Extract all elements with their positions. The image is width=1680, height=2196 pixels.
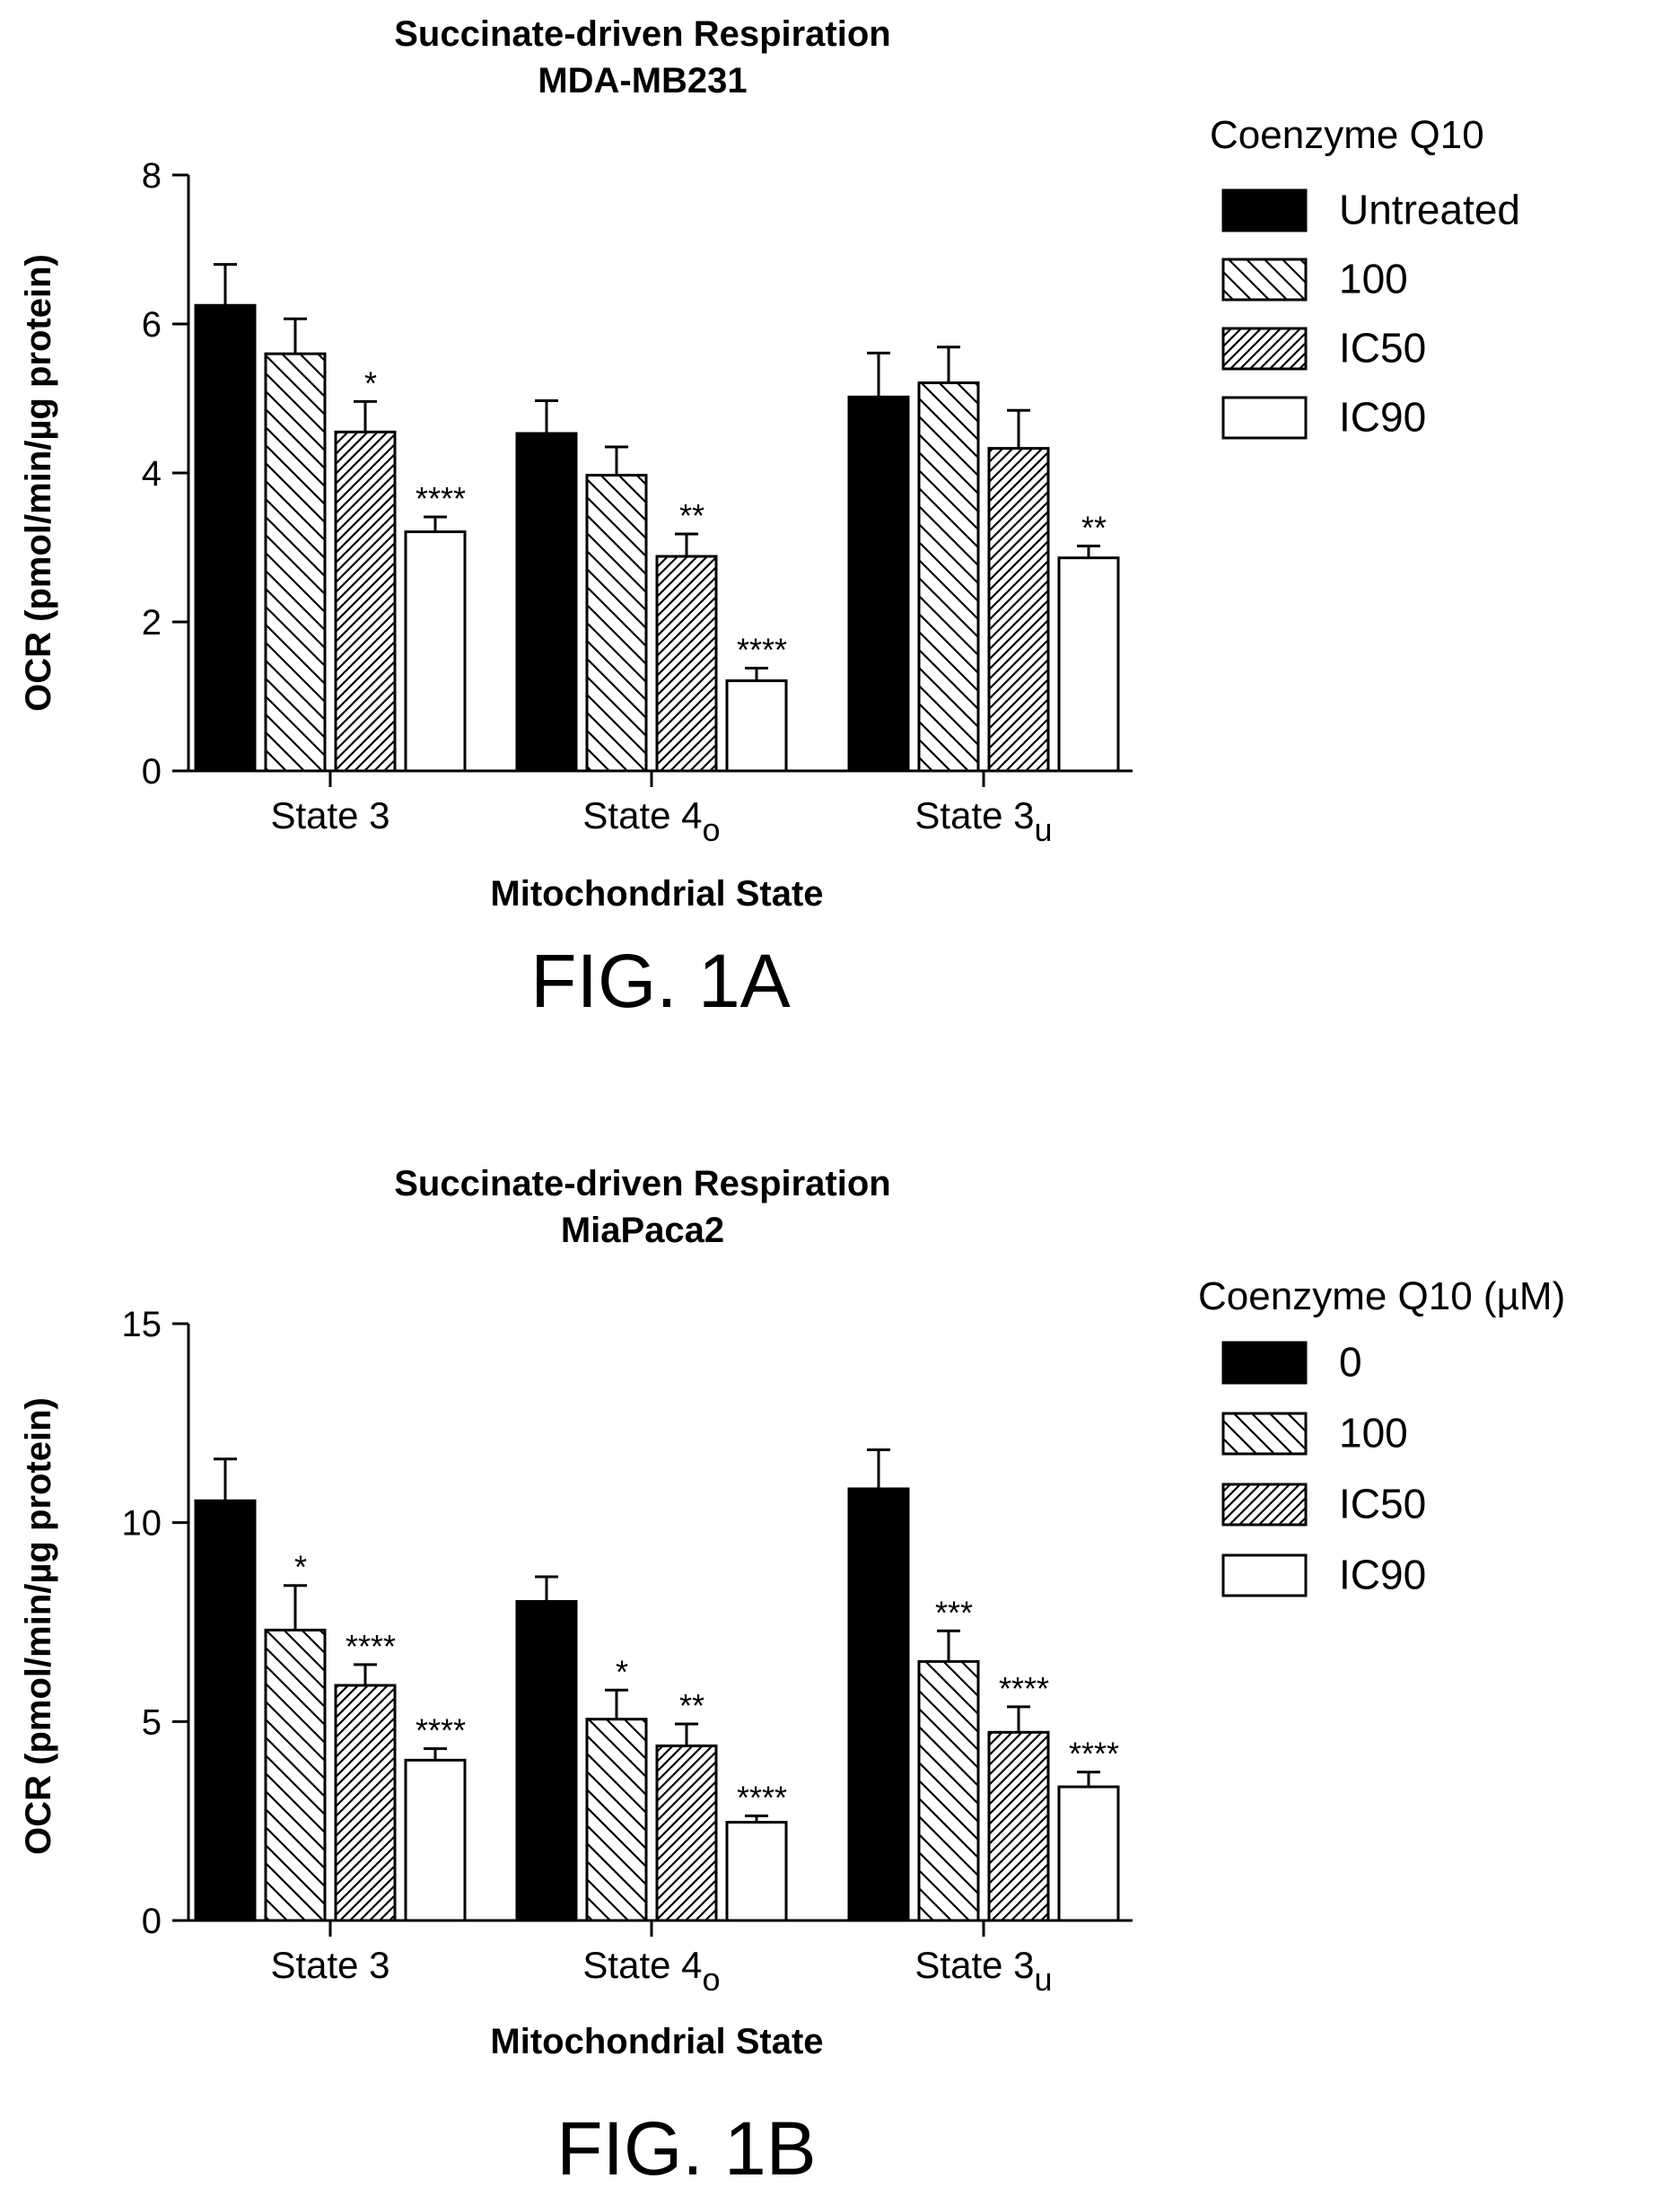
bar <box>334 1684 397 1922</box>
legend-label: Untreated <box>1339 187 1520 233</box>
significance-marker: **** <box>416 1711 466 1748</box>
bar <box>655 555 718 773</box>
legend-swatch <box>1221 396 1308 440</box>
significance-marker: ** <box>1081 509 1107 546</box>
bar <box>404 1758 467 1922</box>
bar <box>847 1487 910 1922</box>
bar <box>1057 1785 1120 1922</box>
bar <box>655 1744 718 1922</box>
bar <box>987 1730 1050 1922</box>
bar <box>725 679 788 773</box>
significance-marker: * <box>616 1653 628 1690</box>
legend-title: Coenzyme Q10 (µM) <box>1198 1274 1565 1318</box>
chart-1b: Succinate-driven Respiration MiaPaca2 OC… <box>19 1164 1565 2191</box>
chart-subtitle: MDA-MB231 <box>538 61 747 101</box>
bar <box>725 1820 788 1922</box>
bar <box>194 1499 257 1922</box>
legend-swatch <box>1221 327 1308 371</box>
significance-marker: **** <box>346 1628 396 1665</box>
legend-label: 100 <box>1339 256 1408 302</box>
bar <box>987 447 1050 773</box>
significance-marker: * <box>294 1549 307 1586</box>
chart-title: Succinate-driven Respiration <box>394 1164 890 1203</box>
significance-marker: ** <box>679 497 704 534</box>
bar <box>515 1599 578 1922</box>
legend-label: 100 <box>1339 1410 1408 1457</box>
y-tick-label: 4 <box>142 454 162 494</box>
bar <box>585 473 648 773</box>
y-tick-label: 15 <box>122 1305 162 1344</box>
bar <box>917 1659 980 1922</box>
significance-marker: **** <box>416 480 466 517</box>
significance-marker: ** <box>679 1687 704 1724</box>
legend-swatch <box>1221 1412 1308 1456</box>
x-tick-label: State 4o <box>582 1944 720 1998</box>
legend-label: IC90 <box>1339 1552 1426 1598</box>
x-tick-label: State 3 <box>270 1944 389 1986</box>
x-tick-label: State 3 <box>270 794 389 836</box>
y-tick-label: 2 <box>142 603 162 643</box>
legend: 0 100 IC50 IC90 <box>1221 1339 1426 1598</box>
significance-marker: * <box>364 364 377 401</box>
x-axis-label: Mitochondrial State <box>490 2022 823 2061</box>
bar <box>334 430 397 773</box>
legend-swatch <box>1221 1553 1308 1597</box>
legend-swatch <box>1221 188 1308 232</box>
y-tick-label: 10 <box>122 1504 162 1544</box>
x-tick-label: State 4o <box>582 794 720 848</box>
bar <box>1057 556 1120 773</box>
chart-1a: Succinate-driven Respiration MDA-MB231 O… <box>19 14 1520 1023</box>
bar <box>515 432 578 773</box>
legend-label: IC50 <box>1339 325 1426 372</box>
chart-subtitle: MiaPaca2 <box>561 1211 724 1250</box>
legend-title: Coenzyme Q10 <box>1210 113 1484 157</box>
x-tick-label: State 3u <box>914 1944 1052 1998</box>
figure-label: FIG. 1B <box>556 2106 816 2191</box>
bar <box>194 303 257 773</box>
bar <box>847 395 910 773</box>
bar <box>264 1628 327 1922</box>
legend-swatch <box>1221 258 1308 302</box>
legend-swatch <box>1221 1341 1308 1385</box>
y-axis-label: OCR (pmol/min/µg protein) <box>19 254 58 712</box>
significance-marker: **** <box>737 1779 787 1815</box>
significance-marker: **** <box>1069 1736 1119 1772</box>
y-tick-label: 0 <box>142 1902 162 1941</box>
significance-marker: **** <box>999 1670 1049 1707</box>
legend: Untreated 100 IC50 IC90 <box>1221 187 1520 441</box>
legend-label: 0 <box>1339 1339 1362 1386</box>
y-tick-label: 6 <box>142 305 162 345</box>
y-tick-label: 5 <box>142 1702 162 1742</box>
bar <box>585 1718 648 1922</box>
legend-label: IC90 <box>1339 394 1426 441</box>
bar <box>264 352 327 773</box>
bar <box>917 381 980 773</box>
legend-label: IC50 <box>1339 1481 1426 1527</box>
x-axis-label: Mitochondrial State <box>490 874 823 914</box>
legend-swatch <box>1221 1483 1308 1527</box>
x-tick-label: State 3u <box>914 794 1052 848</box>
significance-marker: **** <box>737 631 787 668</box>
chart-title: Succinate-driven Respiration <box>394 14 890 54</box>
y-axis-label: OCR (pmol/min/µg protein) <box>19 1397 58 1855</box>
bar <box>404 530 467 773</box>
significance-marker: *** <box>935 1594 973 1631</box>
figure-label: FIG. 1A <box>530 939 790 1023</box>
y-tick-label: 8 <box>142 156 162 196</box>
y-tick-label: 0 <box>142 752 162 792</box>
